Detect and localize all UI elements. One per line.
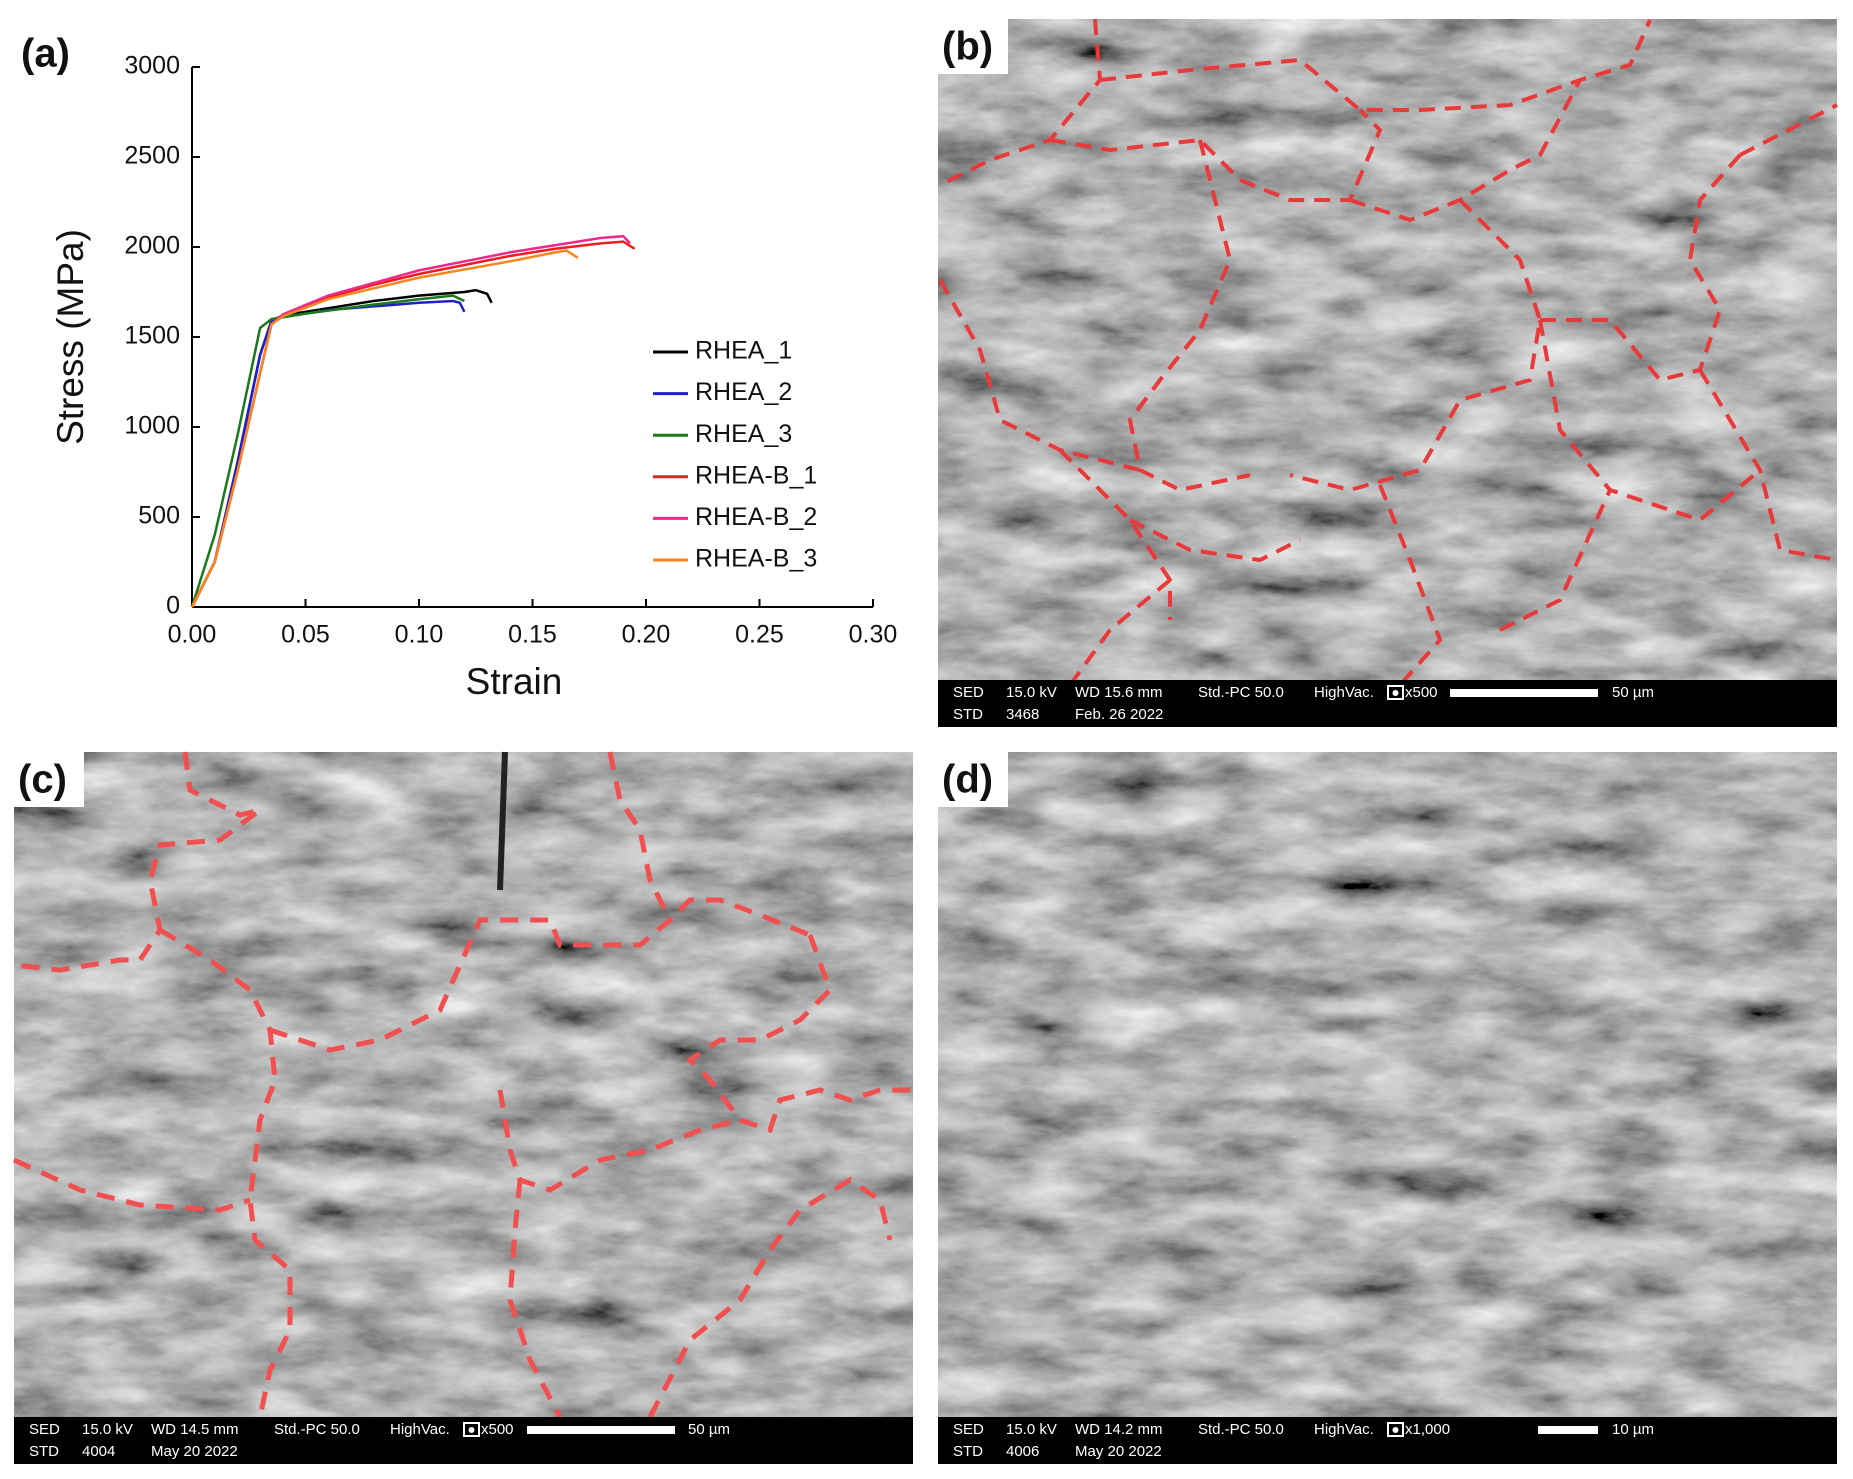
info-text: HighVac. (1314, 1421, 1374, 1438)
legend-label: RHEA_1 (695, 337, 792, 365)
info-text: STD (29, 1443, 59, 1460)
x-tick-label: 0.30 (849, 621, 898, 649)
info-text: WD 15.6 mm (1075, 684, 1163, 701)
info-text: SED (29, 1421, 60, 1438)
info-text: HighVac. (390, 1421, 450, 1438)
y-tick-label: 2000 (124, 232, 180, 260)
x-axis-title: Strain (466, 661, 563, 702)
info-text: 15.0 kV (1006, 684, 1057, 701)
legend-label: RHEA-B_3 (695, 545, 817, 573)
x-tick-label: 0.15 (508, 621, 557, 649)
info-text: 3468 (1006, 706, 1039, 723)
camera-lens (468, 1427, 475, 1433)
series-line (190, 249, 579, 608)
info-text: STD (953, 1443, 983, 1460)
y-tick-label: 3000 (124, 52, 180, 80)
y-axis-title: Stress (MPa) (50, 229, 91, 445)
x-tick-label: 0.25 (735, 621, 784, 649)
scale-bar (527, 1426, 675, 1434)
series-line (190, 234, 632, 608)
info-text: Std.-PC 50.0 (1198, 684, 1284, 701)
scale-label: 50 µm (688, 1421, 730, 1438)
info-text: x1,000 (1405, 1421, 1450, 1438)
info-text: 4004 (82, 1443, 115, 1460)
legend-label: RHEA_2 (695, 378, 792, 406)
series-line (190, 294, 465, 608)
panel-label-bg (14, 752, 84, 807)
info-text: SED (953, 684, 984, 701)
x-tick-label: 0.20 (622, 621, 671, 649)
info-text: WD 14.5 mm (151, 1421, 239, 1438)
info-text: May 20 2022 (1075, 1443, 1162, 1460)
info-text: 4006 (1006, 1443, 1039, 1460)
legend-label: RHEA-B_2 (695, 503, 817, 531)
info-text: 15.0 kV (1006, 1421, 1057, 1438)
y-tick-label: 1000 (124, 412, 180, 440)
y-tick-label: 1500 (124, 322, 180, 350)
camera-lens (1392, 1427, 1399, 1433)
series-line (190, 288, 493, 608)
y-tick-label: 2500 (124, 142, 180, 170)
camera-icon (1387, 1422, 1404, 1437)
panel-label: (d) (942, 758, 993, 802)
camera-icon (463, 1422, 480, 1437)
info-text: May 20 2022 (151, 1443, 238, 1460)
info-text: Std.-PC 50.0 (1198, 1421, 1284, 1438)
scale-label: 50 µm (1612, 684, 1654, 701)
legend-label: RHEA-B_1 (695, 461, 817, 489)
panel-label-bg (938, 19, 1008, 74)
x-tick-label: 0.05 (281, 621, 330, 649)
info-text: STD (953, 706, 983, 723)
info-text: 15.0 kV (82, 1421, 133, 1438)
panel-label-bg (938, 752, 1008, 807)
panel-label: (b) (942, 25, 993, 69)
x-tick-label: 0.10 (395, 621, 444, 649)
panel-label: (a) (21, 32, 70, 76)
info-text: WD 14.2 mm (1075, 1421, 1163, 1438)
sem-image-c (12, 751, 913, 1419)
x-tick-label: 0.00 (168, 621, 217, 649)
info-text: HighVac. (1314, 684, 1374, 701)
info-text: x500 (481, 1421, 514, 1438)
info-text: Feb. 26 2022 (1075, 706, 1163, 723)
info-text: x500 (1405, 684, 1438, 701)
sem-image-d (938, 752, 1837, 1417)
y-tick-label: 500 (138, 502, 180, 530)
scale-bar (1450, 689, 1598, 697)
sem-image-b (938, 18, 1838, 687)
info-text: SED (953, 1421, 984, 1438)
camera-lens (1392, 690, 1399, 696)
panel-label: (c) (18, 758, 67, 802)
legend-label: RHEA_3 (695, 420, 792, 448)
camera-icon (1387, 685, 1404, 700)
y-tick-label: 0 (166, 592, 180, 620)
scale-bar (1538, 1426, 1598, 1434)
scale-label: 10 µm (1612, 1421, 1654, 1438)
info-text: Std.-PC 50.0 (274, 1421, 360, 1438)
